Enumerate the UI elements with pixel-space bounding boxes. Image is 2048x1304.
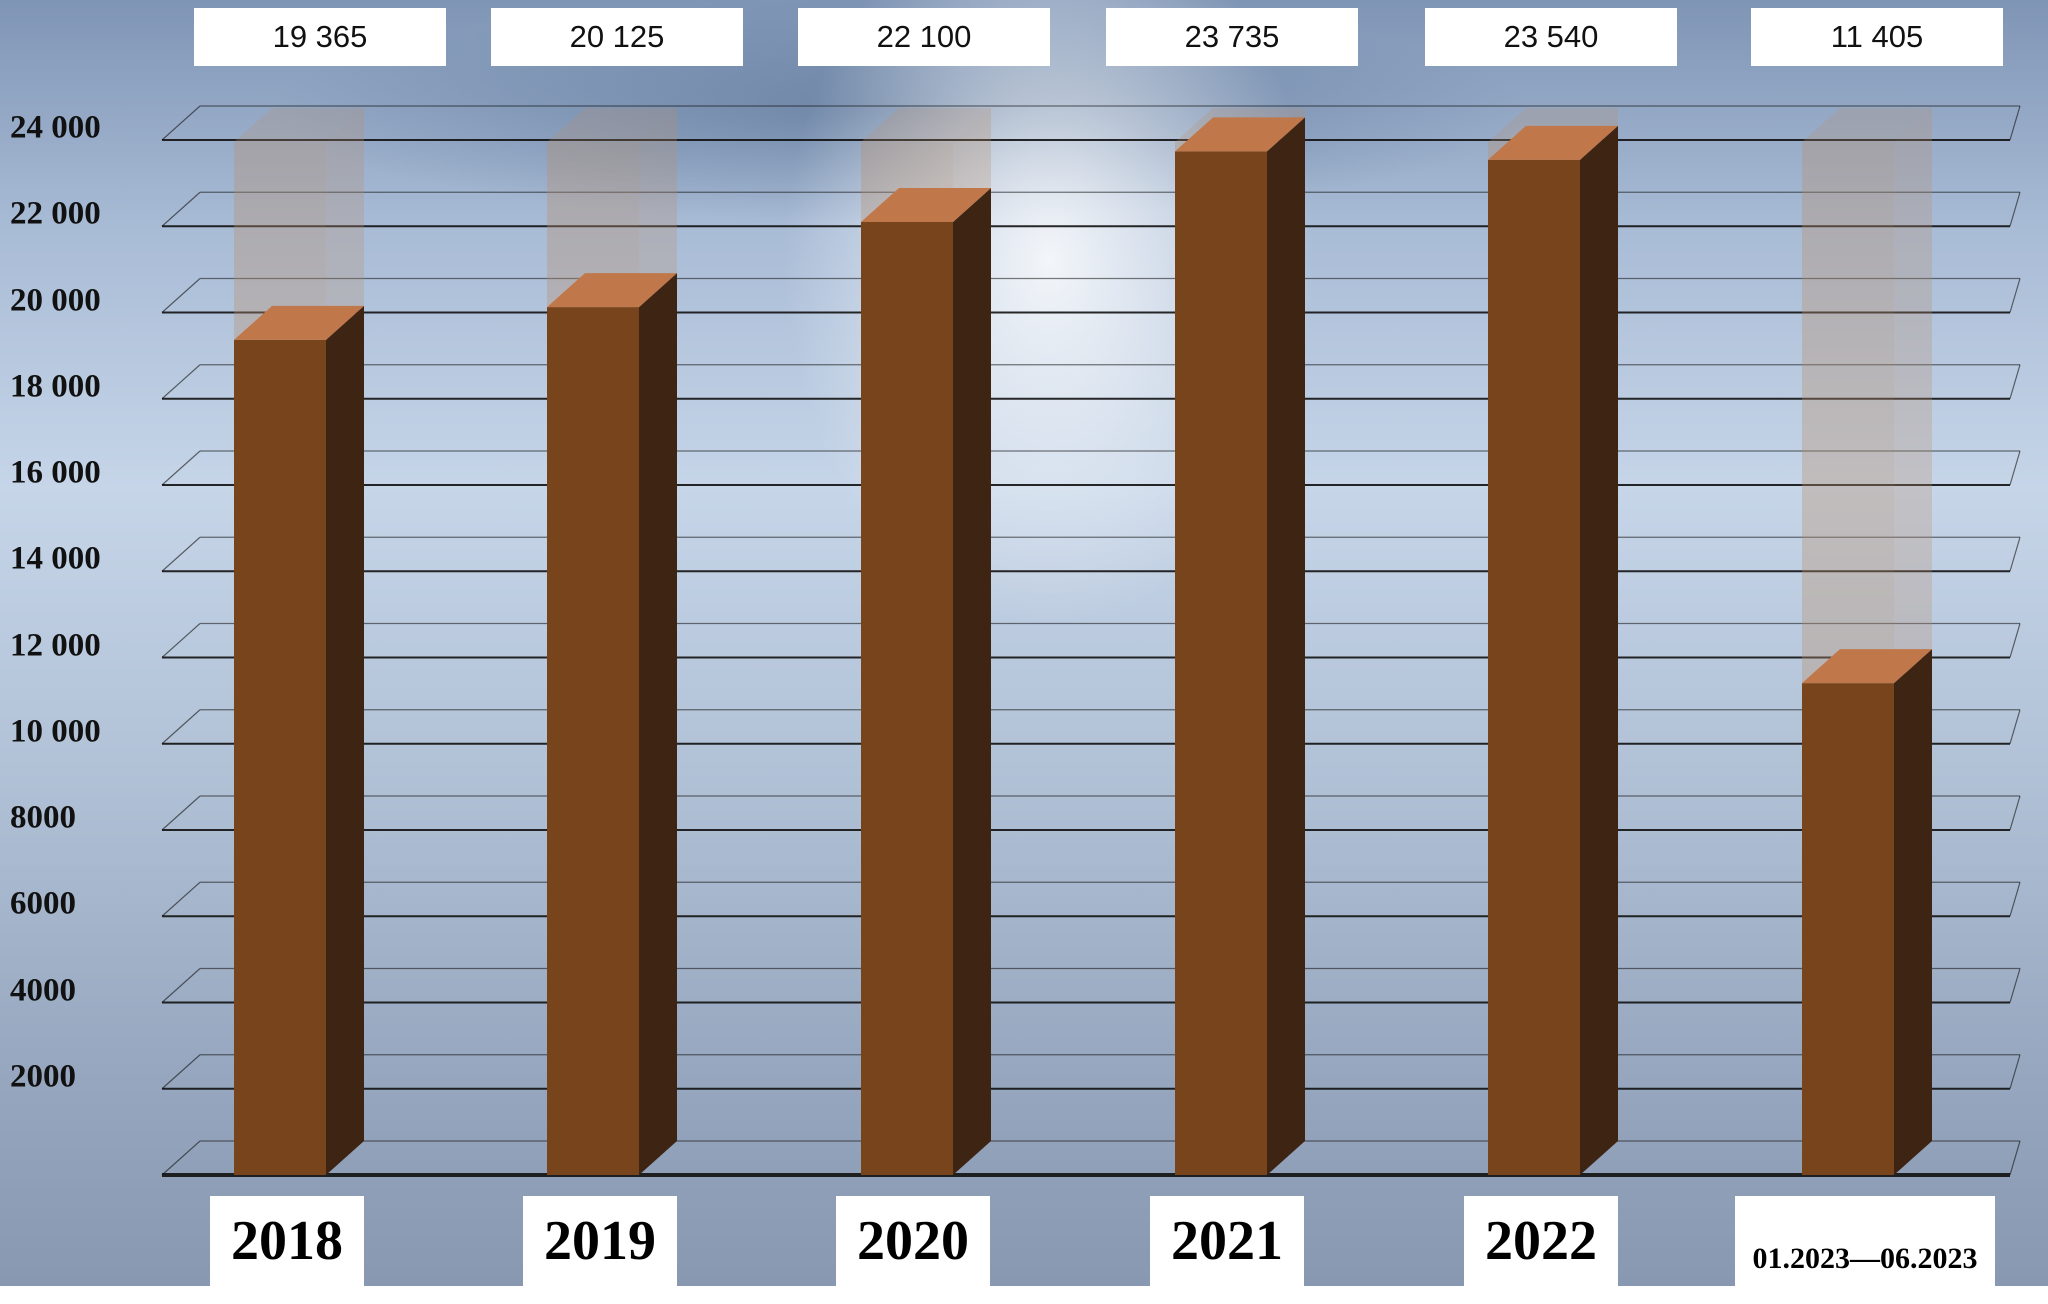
gridline xyxy=(162,365,2020,399)
y-tick-label: 24 000 xyxy=(10,112,120,145)
gridline xyxy=(162,710,2020,744)
y-tick-label: 6000 xyxy=(10,888,120,921)
category-label: 2019 xyxy=(523,1196,677,1286)
bar xyxy=(1488,160,1580,1175)
value-label: 11 405 xyxy=(1751,8,2003,66)
bar xyxy=(234,340,326,1175)
value-label: 22 100 xyxy=(798,8,1050,66)
bar-side xyxy=(953,188,991,1175)
gridline xyxy=(162,106,2020,140)
y-tick-label: 8000 xyxy=(10,802,120,835)
y-tick-label: 14 000 xyxy=(10,543,120,576)
gridline xyxy=(162,624,2020,658)
y-tick-label: 2000 xyxy=(10,1060,120,1093)
category-label: 2018 xyxy=(210,1196,364,1286)
y-tick-label: 20 000 xyxy=(10,284,120,317)
category-label: 2022 xyxy=(1464,1196,1618,1286)
gridline xyxy=(162,279,2020,313)
gridline xyxy=(162,969,2020,1003)
bar xyxy=(861,222,953,1175)
bar-ghost-side xyxy=(326,108,364,340)
y-tick-label: 12 000 xyxy=(10,629,120,662)
value-label: 20 125 xyxy=(491,8,743,66)
gridline xyxy=(162,796,2020,830)
category-label: 2021 xyxy=(1150,1196,1304,1286)
gridline xyxy=(162,192,2020,226)
gridline xyxy=(162,882,2020,916)
bar-side xyxy=(639,273,677,1175)
y-tick-label: 18 000 xyxy=(10,370,120,403)
y-tick-label: 4000 xyxy=(10,974,120,1007)
value-label: 19 365 xyxy=(194,8,446,66)
bar-side xyxy=(1267,117,1305,1175)
bar xyxy=(1802,683,1894,1175)
gridline xyxy=(162,451,2020,485)
value-label: 23 735 xyxy=(1106,8,1358,66)
bar-ghost-side xyxy=(1894,108,1932,683)
bar-side xyxy=(1580,126,1618,1175)
category-label: 2020 xyxy=(836,1196,990,1286)
y-tick-label: 10 000 xyxy=(10,715,120,748)
gridline xyxy=(162,1055,2020,1089)
bar-ghost xyxy=(1802,142,1894,683)
bar-side xyxy=(326,306,364,1175)
gridline xyxy=(162,1141,2020,1175)
bar xyxy=(547,307,639,1175)
category-label: 01.2023—06.2023 xyxy=(1735,1196,1995,1304)
y-tick-label: 16 000 xyxy=(10,457,120,490)
value-label: 23 540 xyxy=(1425,8,1677,66)
bar xyxy=(1175,151,1267,1175)
bar-side xyxy=(1894,649,1932,1175)
y-tick-label: 22 000 xyxy=(10,198,120,231)
gridline xyxy=(162,537,2020,571)
